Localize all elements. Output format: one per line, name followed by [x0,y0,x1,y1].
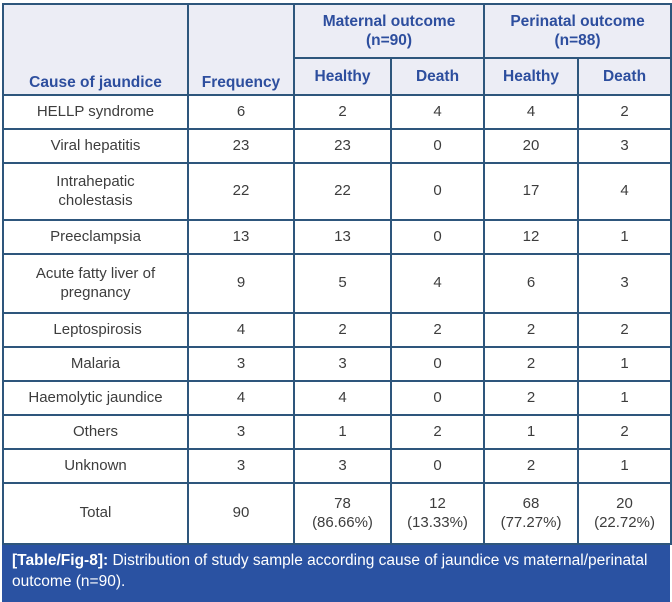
figure-caption: [Table/Fig-8]: Distribution of study sam… [2,545,670,602]
cell-perinatal-death: 1 [577,346,672,382]
cell-perinatal-death: 2 [577,94,672,130]
cell-perinatal-healthy: 2 [483,448,580,484]
table-row: Unknown 3 3 0 2 1 [2,448,672,484]
cell-maternal-healthy: 1 [293,414,392,450]
cell-cause: Intrahepatic cholestasis [2,162,189,221]
col-group-maternal-outcome: Maternal outcome (n=90) [292,3,486,59]
col-group-perinatal-outcome: Perinatal outcome (n=88) [483,3,672,59]
jaundice-outcome-table: Cause of jaundice Frequency Maternal out… [2,3,672,545]
cell-perinatal-healthy: 1 [483,414,580,450]
cell-maternal-healthy: 2 [293,94,392,130]
cell-perinatal-death: 1 [577,380,672,416]
table-row: Leptospirosis 4 2 2 2 2 [2,312,672,348]
col-header-maternal-healthy: Healthy [293,57,392,96]
cell-perinatal-death: 4 [577,162,672,221]
cell-maternal-healthy: 4 [293,380,392,416]
col-header-maternal-death: Death [389,57,486,96]
caption-tag: [Table/Fig-8]: [12,552,109,569]
header-sub-row: Healthy Death Healthy Death [3,57,672,96]
cell-maternal-healthy-total: 78 (86.66%) [293,482,392,545]
cell-perinatal-death-total: 20 (22.72%) [577,482,672,545]
cell-maternal-death: 0 [389,380,486,416]
cell-perinatal-healthy: 2 [483,380,580,416]
table-row: Others 3 1 2 1 2 [2,414,672,450]
cell-perinatal-death: 1 [577,448,672,484]
cell-frequency-total: 90 [187,482,295,545]
cell-perinatal-death: 2 [577,312,672,348]
table-row: Haemolytic jaundice 4 4 0 2 1 [2,380,672,416]
cell-cause: Others [2,414,189,450]
cell-maternal-healthy: 23 [293,128,392,164]
cell-cause: Viral hepatitis [2,128,189,164]
cell-frequency: 9 [187,253,295,314]
cell-perinatal-death: 1 [577,219,672,255]
cell-frequency: 3 [187,448,295,484]
cell-perinatal-healthy: 20 [483,128,580,164]
cell-perinatal-death: 2 [577,414,672,450]
cell-maternal-death: 0 [389,448,486,484]
cell-cause: Preeclampsia [2,219,189,255]
col-header-cause: Cause of jaundice [2,3,189,96]
cell-maternal-healthy: 5 [293,253,392,314]
cell-perinatal-death: 3 [577,128,672,164]
cell-frequency: 23 [187,128,295,164]
col-header-frequency: Frequency [187,3,295,96]
table-row: HELLP syndrome 6 2 4 4 2 [2,94,672,130]
cell-maternal-death: 4 [389,94,486,130]
table-row: Viral hepatitis 23 23 0 20 3 [2,128,672,164]
cell-frequency: 3 [187,346,295,382]
table-row: Intrahepatic cholestasis 22 22 0 17 4 [2,162,672,221]
cell-cause: HELLP syndrome [2,94,189,130]
cell-cause-total: Total [2,482,189,545]
table-row: Preeclampsia 13 13 0 12 1 [2,219,672,255]
cell-frequency: 3 [187,414,295,450]
cell-maternal-death: 0 [389,219,486,255]
cell-maternal-death: 4 [389,253,486,314]
col-header-perinatal-healthy: Healthy [483,57,580,96]
cell-maternal-death: 2 [389,414,486,450]
cell-maternal-death: 0 [389,346,486,382]
header-group-row: Cause of jaundice Frequency Maternal out… [2,3,672,96]
cell-frequency: 4 [187,380,295,416]
cell-cause: Acute fatty liver of pregnancy [2,253,189,314]
cell-perinatal-death: 3 [577,253,672,314]
table-row: Acute fatty liver of pregnancy 9 5 4 6 3 [2,253,672,314]
cell-frequency: 13 [187,219,295,255]
cell-maternal-death: 2 [389,312,486,348]
cell-cause: Unknown [2,448,189,484]
cell-maternal-healthy: 3 [293,346,392,382]
cell-perinatal-healthy: 6 [483,253,580,314]
cell-cause: Malaria [2,346,189,382]
table-total-row: Total 90 78 (86.66%) 12 (13.33%) 68 (77.… [2,482,672,545]
cell-maternal-death: 0 [389,162,486,221]
cell-perinatal-healthy-total: 68 (77.27%) [483,482,580,545]
cell-frequency: 6 [187,94,295,130]
caption-text: Distribution of study sample according c… [12,552,648,590]
cell-perinatal-healthy: 2 [483,346,580,382]
cell-perinatal-healthy: 17 [483,162,580,221]
cell-maternal-healthy: 13 [293,219,392,255]
cell-maternal-death: 0 [389,128,486,164]
cell-maternal-healthy: 3 [293,448,392,484]
cell-maternal-death-total: 12 (13.33%) [389,482,486,545]
cell-cause: Haemolytic jaundice [2,380,189,416]
cell-cause: Leptospirosis [2,312,189,348]
cell-perinatal-healthy: 2 [483,312,580,348]
cell-frequency: 22 [187,162,295,221]
cell-perinatal-healthy: 12 [483,219,580,255]
col-header-perinatal-death: Death [577,57,672,96]
cell-maternal-healthy: 22 [293,162,392,221]
cell-maternal-healthy: 2 [293,312,392,348]
cell-frequency: 4 [187,312,295,348]
table-row: Malaria 3 3 0 2 1 [2,346,672,382]
cell-perinatal-healthy: 4 [483,94,580,130]
